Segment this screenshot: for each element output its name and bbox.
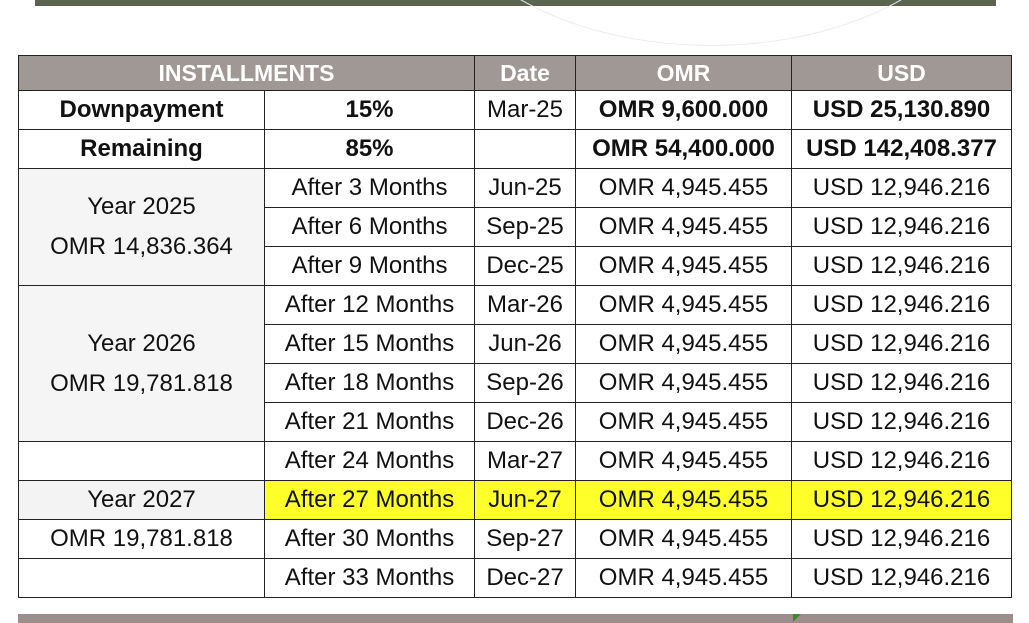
year-2026-total: OMR 19,781.818	[50, 369, 233, 397]
installment-period: After 21 Months	[264, 402, 475, 442]
installment-omr: OMR 4,945.455	[575, 324, 792, 364]
installment-usd: USD 12,946.216	[791, 285, 1012, 325]
installment-period: After 30 Months	[264, 519, 475, 559]
table-row: Year 2025 OMR 14,836.364 After 3 Months …	[18, 168, 1012, 286]
installment-omr: OMR 4,945.455	[575, 402, 792, 442]
table-row: After 21 Months Dec-26 OMR 4,945.455 USD…	[19, 402, 1012, 442]
installment-period: After 18 Months	[264, 363, 475, 403]
installment-date: Sep-26	[474, 363, 576, 403]
year-2027-total: OMR 19,781.818	[18, 519, 265, 559]
installment-omr: OMR 4,945.455	[575, 519, 792, 559]
installment-omr: OMR 4,945.455	[575, 285, 792, 325]
header-date: Date	[474, 55, 576, 91]
year-2027-top-spacer	[18, 441, 265, 481]
downpayment-date: Mar-25	[474, 90, 576, 130]
bottom-bar	[18, 614, 1013, 623]
top-bar	[35, 0, 996, 6]
remaining-usd: USD 142,408.377	[791, 129, 1012, 169]
remaining-percent: 85%	[264, 129, 475, 169]
installment-usd: USD 12,946.216	[791, 480, 1012, 520]
installment-schedule-table: INSTALLMENTS Date OMR USD Downpayment 15…	[18, 55, 1012, 598]
installment-omr: OMR 4,945.455	[575, 246, 792, 286]
decorative-arc	[430, 0, 992, 46]
downpayment-label: Downpayment	[18, 90, 265, 130]
year-2026-group: Year 2026 OMR 19,781.818	[18, 285, 265, 442]
table-row: Year 2026 OMR 19,781.818 After 12 Months…	[18, 285, 1012, 442]
installment-period: After 24 Months	[264, 441, 475, 481]
installment-date: Jun-26	[474, 324, 576, 364]
installment-omr: OMR 4,945.455	[575, 207, 792, 247]
installment-usd: USD 12,946.216	[791, 324, 1012, 364]
remaining-label: Remaining	[18, 129, 265, 169]
header-installments: INSTALLMENTS	[18, 55, 475, 91]
installment-date: Dec-26	[474, 402, 576, 442]
downpayment-omr: OMR 9,600.000	[575, 90, 792, 130]
table-row-highlighted: Year 2027 After 27 Months Jun-27 OMR 4,9…	[18, 480, 1012, 520]
year-2027-bottom-spacer	[18, 558, 265, 598]
installment-period: After 12 Months	[264, 285, 475, 325]
installment-usd: USD 12,946.216	[791, 168, 1012, 208]
installment-omr: OMR 4,945.455	[575, 558, 792, 598]
downpayment-percent: 15%	[264, 90, 475, 130]
installment-usd: USD 12,946.216	[791, 441, 1012, 481]
installment-usd: USD 12,946.216	[791, 363, 1012, 403]
table-row: After 33 Months Dec-27 OMR 4,945.455 USD…	[18, 558, 1012, 598]
year-2025-group: Year 2025 OMR 14,836.364	[18, 168, 265, 286]
installment-date: Sep-27	[474, 519, 576, 559]
installment-omr: OMR 4,945.455	[575, 168, 792, 208]
cell-marker	[793, 614, 801, 622]
installment-omr: OMR 4,945.455	[575, 480, 792, 520]
table-row: After 24 Months Mar-27 OMR 4,945.455 USD…	[18, 441, 1012, 481]
installment-period: After 33 Months	[264, 558, 475, 598]
installment-period: After 9 Months	[264, 246, 475, 286]
remaining-row: Remaining 85% OMR 54,400.000 USD 142,408…	[18, 129, 1012, 169]
installment-date: Sep-25	[474, 207, 576, 247]
downpayment-row: Downpayment 15% Mar-25 OMR 9,600.000 USD…	[18, 90, 1012, 130]
installment-period: After 3 Months	[264, 168, 475, 208]
year-2027-label: Year 2027	[18, 480, 265, 520]
installment-period: After 6 Months	[264, 207, 475, 247]
installment-usd: USD 12,946.216	[791, 519, 1012, 559]
year-2025-total: OMR 14,836.364	[50, 233, 233, 260]
installment-omr: OMR 4,945.455	[575, 441, 792, 481]
installment-date: Dec-25	[474, 246, 576, 286]
year-2025-label: Year 2025	[87, 193, 196, 220]
installment-period: After 15 Months	[264, 324, 475, 364]
installment-omr: OMR 4,945.455	[575, 363, 792, 403]
header-usd: USD	[791, 55, 1012, 91]
table-row: OMR 19,781.818 After 30 Months Sep-27 OM…	[18, 519, 1012, 559]
installment-date: Mar-26	[474, 285, 576, 325]
table-row: After 6 Months Sep-25 OMR 4,945.455 USD …	[19, 207, 1012, 247]
table-header-row: INSTALLMENTS Date OMR USD	[18, 55, 1012, 91]
downpayment-usd: USD 25,130.890	[791, 90, 1012, 130]
installment-date: Dec-27	[474, 558, 576, 598]
remaining-omr: OMR 54,400.000	[575, 129, 792, 169]
installment-date: Jun-25	[474, 168, 576, 208]
installment-date: Mar-27	[474, 441, 576, 481]
remaining-date	[474, 129, 576, 169]
installment-period: After 27 Months	[264, 480, 475, 520]
installment-date: Jun-27	[474, 480, 576, 520]
installment-usd: USD 12,946.216	[791, 558, 1012, 598]
header-omr: OMR	[575, 55, 792, 91]
table-row: After 18 Months Sep-26 OMR 4,945.455 USD…	[19, 363, 1012, 403]
installment-usd: USD 12,946.216	[791, 402, 1012, 442]
installment-usd: USD 12,946.216	[791, 207, 1012, 247]
year-2026-label: Year 2026	[87, 329, 196, 357]
installment-usd: USD 12,946.216	[791, 246, 1012, 286]
